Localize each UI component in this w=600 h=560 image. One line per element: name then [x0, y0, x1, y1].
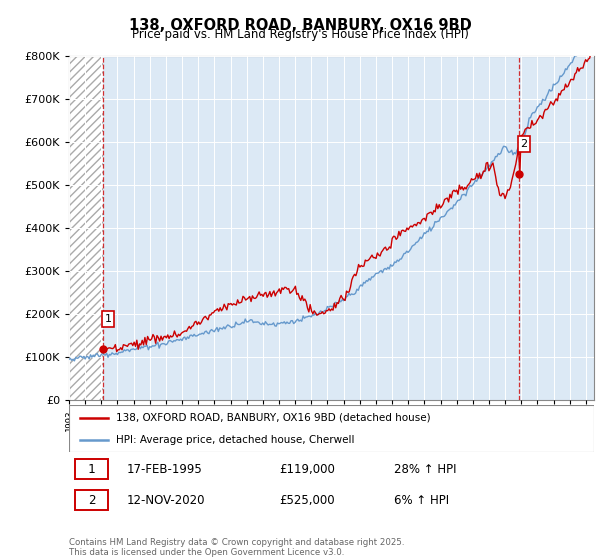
Text: 28% ↑ HPI: 28% ↑ HPI	[395, 463, 457, 475]
Text: 12-NOV-2020: 12-NOV-2020	[127, 494, 205, 507]
FancyBboxPatch shape	[76, 491, 108, 511]
Text: HPI: Average price, detached house, Cherwell: HPI: Average price, detached house, Cher…	[116, 435, 355, 445]
Text: 17-FEB-1995: 17-FEB-1995	[127, 463, 203, 475]
Bar	[69, 56, 103, 400]
Text: £119,000: £119,000	[279, 463, 335, 475]
Text: 138, OXFORD ROAD, BANBURY, OX16 9BD: 138, OXFORD ROAD, BANBURY, OX16 9BD	[128, 18, 472, 33]
Text: £525,000: £525,000	[279, 494, 335, 507]
Text: 2: 2	[520, 139, 527, 150]
Text: 6% ↑ HPI: 6% ↑ HPI	[395, 494, 449, 507]
Text: Contains HM Land Registry data © Crown copyright and database right 2025.
This d: Contains HM Land Registry data © Crown c…	[69, 538, 404, 557]
Text: 1: 1	[88, 463, 95, 475]
Text: 1: 1	[104, 314, 112, 324]
FancyBboxPatch shape	[69, 405, 594, 452]
Text: 138, OXFORD ROAD, BANBURY, OX16 9BD (detached house): 138, OXFORD ROAD, BANBURY, OX16 9BD (det…	[116, 413, 431, 423]
Text: Price paid vs. HM Land Registry's House Price Index (HPI): Price paid vs. HM Land Registry's House …	[131, 28, 469, 41]
Text: 2: 2	[88, 494, 95, 507]
FancyBboxPatch shape	[76, 459, 108, 479]
